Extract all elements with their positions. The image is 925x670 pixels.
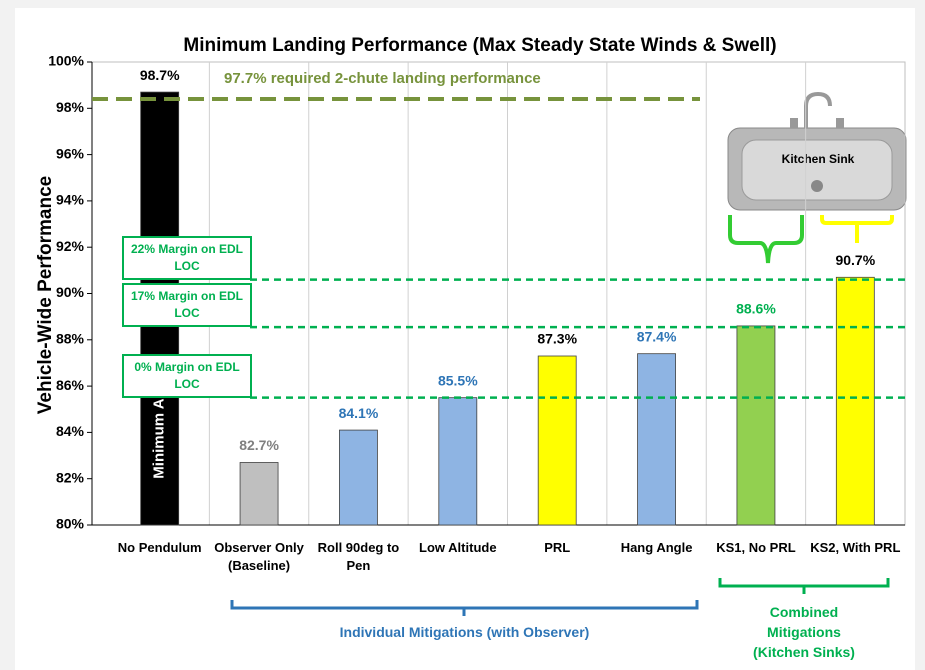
x-tick-label: Low Altitude xyxy=(419,540,497,555)
group-bracket xyxy=(230,600,699,616)
value-label: 87.3% xyxy=(537,331,577,347)
margin-label: 17% Margin on EDL LOC xyxy=(122,283,252,328)
value-label: 90.7% xyxy=(835,252,875,268)
sink-label: Kitchen Sink xyxy=(782,152,855,166)
value-label: 88.6% xyxy=(736,301,776,317)
bracket xyxy=(728,215,804,264)
y-tick-label: 92% xyxy=(56,238,85,254)
y-tick-label: 96% xyxy=(56,145,85,161)
y-tick-label: 80% xyxy=(56,516,85,532)
value-label: 98.7% xyxy=(140,67,180,83)
value-label: 82.7% xyxy=(239,437,279,453)
reference-label: 97.7% required 2-chute landing performan… xyxy=(224,70,541,87)
x-tick-label: KS2, With PRL xyxy=(810,540,901,555)
y-tick-label: 88% xyxy=(56,331,85,347)
value-label: 84.1% xyxy=(339,405,379,421)
y-tick-label: 90% xyxy=(56,284,85,300)
y-tick-label: 98% xyxy=(56,99,85,115)
x-tick-label: KS1, No PRL xyxy=(716,540,796,555)
y-axis-label: Vehicle-Wide Performance xyxy=(35,176,56,414)
x-tick-label: Hang Angle xyxy=(620,540,693,555)
group-label: Combined Mitigations (Kitchen Sinks) xyxy=(753,604,855,660)
bar xyxy=(835,276,875,526)
margin-label: 22% Margin on EDL LOC xyxy=(122,235,252,280)
x-tick-label: Observer Only (Baseline) xyxy=(214,540,304,573)
group-label: Individual Mitigations (with Observer) xyxy=(339,624,590,640)
y-tick-label: 94% xyxy=(56,192,85,208)
margin-label: 0% Margin on EDL LOC xyxy=(122,353,252,398)
bar xyxy=(339,429,378,526)
value-label: 85.5% xyxy=(438,372,478,388)
group-bracket xyxy=(718,578,890,594)
bar xyxy=(736,325,776,526)
bar xyxy=(239,462,279,526)
value-label: 87.4% xyxy=(637,328,677,344)
y-tick-label: 100% xyxy=(48,53,84,69)
chart-title: Minimum Landing Performance (Max Steady … xyxy=(183,35,776,56)
x-tick-label: PRL xyxy=(544,540,571,555)
x-tick-label: No Pendulum xyxy=(117,540,202,555)
x-tick-label: Roll 90deg to Pen xyxy=(317,540,400,573)
bar-annotation: Minimum An xyxy=(151,389,168,478)
bar xyxy=(637,353,676,526)
bracket xyxy=(820,215,894,243)
y-tick-label: 82% xyxy=(56,469,85,485)
y-tick-label: 84% xyxy=(56,423,85,439)
bar xyxy=(438,397,478,526)
sink-image xyxy=(727,91,907,211)
y-tick-label: 86% xyxy=(56,377,85,393)
bar xyxy=(537,355,577,526)
